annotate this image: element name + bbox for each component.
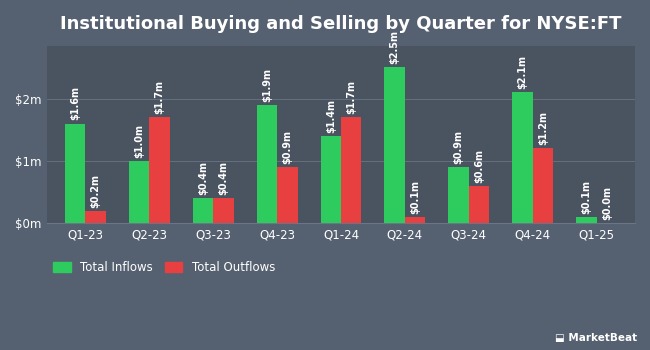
Title: Institutional Buying and Selling by Quarter for NYSE:FT: Institutional Buying and Selling by Quar… xyxy=(60,15,622,33)
Bar xyxy=(213,198,233,223)
Bar xyxy=(341,117,361,223)
Text: $0.6m: $0.6m xyxy=(474,149,484,183)
Bar xyxy=(405,217,425,223)
Text: $0.0m: $0.0m xyxy=(602,186,612,220)
Text: $1.2m: $1.2m xyxy=(538,111,548,145)
Text: ⬓ MarketBeat: ⬓ MarketBeat xyxy=(555,333,637,343)
Legend: Total Inflows, Total Outflows: Total Inflows, Total Outflows xyxy=(53,261,275,274)
Bar xyxy=(320,136,341,223)
Text: $0.1m: $0.1m xyxy=(410,180,420,214)
Bar xyxy=(193,198,213,223)
Bar xyxy=(257,105,277,223)
Text: $0.2m: $0.2m xyxy=(90,174,101,208)
Bar xyxy=(576,217,597,223)
Bar xyxy=(448,167,469,223)
Bar xyxy=(469,186,489,223)
Bar xyxy=(533,148,553,223)
Bar xyxy=(150,117,170,223)
Text: $1.0m: $1.0m xyxy=(134,124,144,158)
Bar xyxy=(129,161,150,223)
Bar xyxy=(512,92,533,223)
Text: $1.7m: $1.7m xyxy=(346,80,356,114)
Text: $2.1m: $2.1m xyxy=(517,55,528,89)
Bar xyxy=(277,167,298,223)
Text: $2.5m: $2.5m xyxy=(390,30,400,64)
Text: $1.6m: $1.6m xyxy=(70,86,80,120)
Text: $1.9m: $1.9m xyxy=(262,68,272,102)
Bar xyxy=(65,124,85,223)
Bar xyxy=(385,68,405,223)
Text: $0.9m: $0.9m xyxy=(454,130,463,164)
Text: $0.9m: $0.9m xyxy=(282,130,293,164)
Text: $0.4m: $0.4m xyxy=(198,161,208,195)
Text: $0.1m: $0.1m xyxy=(582,180,592,214)
Text: $1.4m: $1.4m xyxy=(326,99,336,133)
Text: $1.7m: $1.7m xyxy=(155,80,164,114)
Bar xyxy=(85,211,106,223)
Text: $0.4m: $0.4m xyxy=(218,161,228,195)
